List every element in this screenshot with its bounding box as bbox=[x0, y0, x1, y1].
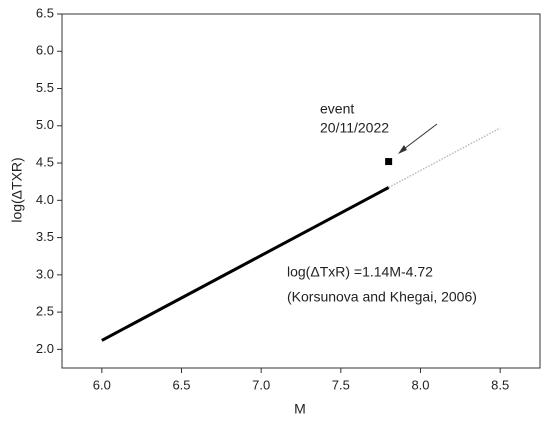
line bbox=[388, 127, 501, 189]
y-tick-label: 4.5 bbox=[36, 154, 54, 169]
x-tick-label: 7.5 bbox=[332, 377, 350, 392]
y-tick-label: 3.0 bbox=[36, 266, 54, 281]
y-tick-label: 2.5 bbox=[36, 304, 54, 319]
x-tick-label: 6.0 bbox=[93, 377, 111, 392]
x-axis-label: M bbox=[294, 401, 306, 417]
arrow-head bbox=[398, 145, 407, 154]
annotation: (Korsunova and Khegai, 2006) bbox=[287, 289, 477, 305]
y-tick-label: 6.5 bbox=[36, 5, 54, 20]
x-tick-label: 6.5 bbox=[172, 377, 190, 392]
y-axis-label: log(ΔTXR) bbox=[9, 157, 25, 222]
y-tick-label: 5.0 bbox=[36, 117, 54, 132]
x-tick-label: 8.5 bbox=[491, 377, 509, 392]
x-tick-label: 8.0 bbox=[411, 377, 429, 392]
x-tick-label: 7.0 bbox=[252, 377, 270, 392]
plot-frame bbox=[61, 13, 541, 369]
y-tick-label: 3.5 bbox=[36, 229, 54, 244]
event-point bbox=[385, 158, 393, 166]
y-tick-label: 6.0 bbox=[36, 43, 54, 58]
annotation: event bbox=[320, 101, 354, 117]
y-tick-label: 4.0 bbox=[36, 192, 54, 207]
annotation: 20/11/2022 bbox=[320, 120, 389, 136]
annotation: log(ΔTxR) =1.14M-4.72 bbox=[287, 264, 433, 280]
y-tick-label: 5.5 bbox=[36, 80, 54, 95]
line bbox=[101, 186, 390, 342]
arrow bbox=[399, 123, 438, 153]
y-tick-label: 2.0 bbox=[36, 341, 54, 356]
